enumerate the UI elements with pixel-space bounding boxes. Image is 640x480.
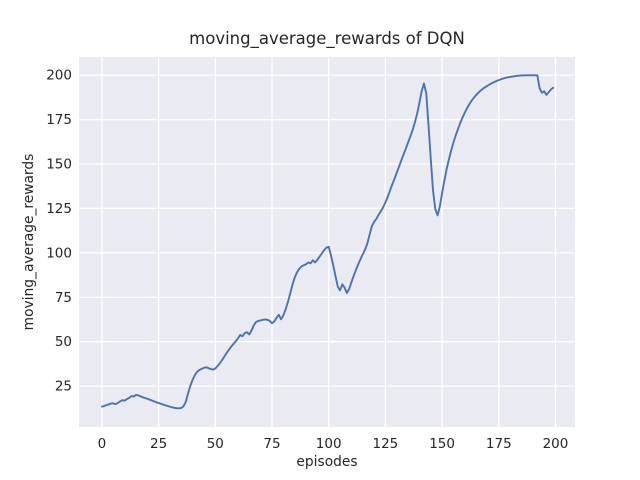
x-tick-label: 175 bbox=[486, 436, 512, 452]
y-tick-label: 200 bbox=[46, 68, 72, 84]
x-tick-label: 25 bbox=[150, 436, 167, 452]
x-axis-label: episodes bbox=[296, 454, 358, 470]
y-tick-label: 75 bbox=[55, 290, 72, 306]
y-tick-label: 50 bbox=[55, 334, 72, 350]
y-tick-label: 150 bbox=[46, 156, 72, 172]
x-tick-label: 125 bbox=[373, 436, 399, 452]
y-axis-label: moving_average_rewards bbox=[21, 153, 37, 331]
x-tick-label: 150 bbox=[429, 436, 455, 452]
x-tick-label: 75 bbox=[263, 436, 280, 452]
y-tick-label: 175 bbox=[46, 112, 72, 128]
chart-title: moving_average_rewards of DQN bbox=[189, 29, 465, 48]
plot-area bbox=[79, 57, 575, 427]
x-tick-label: 100 bbox=[316, 436, 342, 452]
y-tick-label: 125 bbox=[46, 201, 72, 217]
y-tick-label: 100 bbox=[46, 245, 72, 261]
y-tick-label: 25 bbox=[55, 379, 72, 395]
x-tick-label: 50 bbox=[207, 436, 224, 452]
dqn-reward-line bbox=[100, 74, 555, 410]
x-tick-label: 200 bbox=[543, 436, 569, 452]
x-tick-label: 0 bbox=[98, 436, 107, 452]
